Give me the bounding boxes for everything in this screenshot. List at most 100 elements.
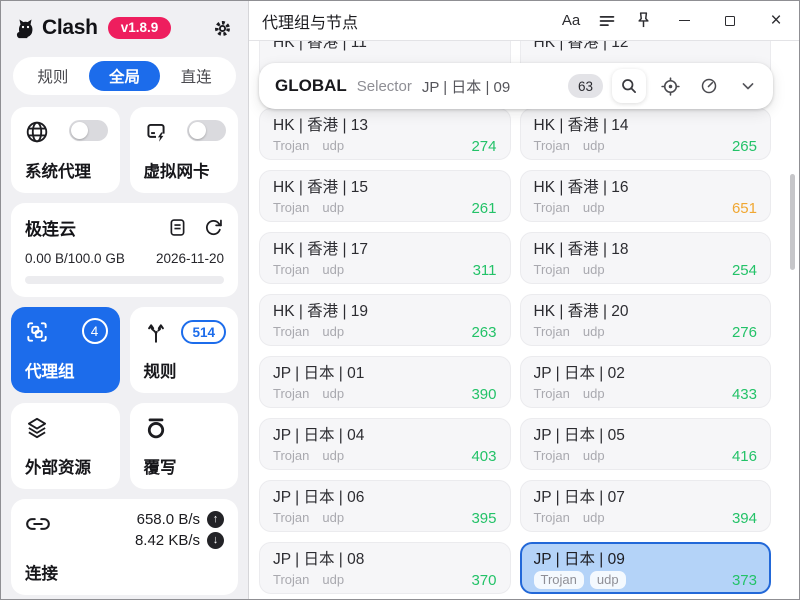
download-arrow-icon: ↓ [207, 532, 224, 549]
main-area: 代理组与节点 Aa × [249, 1, 799, 599]
proxy-node-name: JP | 日本 | 07 [533, 489, 625, 506]
proxy-node-card[interactable]: JP | 日本 | 02 Trojan udp 433 [519, 356, 771, 408]
proxy-node-card[interactable]: JP | 日本 | 09 Trojan udp 373 [519, 542, 771, 594]
mode-tab-global[interactable]: 全局 [88, 61, 161, 91]
mode-tab-direct[interactable]: 直连 [180, 69, 212, 86]
profile-details-icon[interactable] [167, 217, 188, 238]
tun-toggle[interactable] [187, 120, 226, 141]
proxy-protocol-tag: Trojan [273, 448, 310, 463]
proxy-node-name: HK | 香港 | 14 [533, 117, 629, 134]
proxy-node-card[interactable]: HK | 香港 | 16 Trojan udp 651 [519, 170, 771, 222]
settings-gear-icon[interactable] [208, 14, 236, 42]
speedtest-gauge-icon[interactable] [694, 71, 724, 101]
proxy-protocol-tag: Trojan [273, 324, 310, 339]
proxy-node-name: HK | 香港 | 17 [273, 241, 369, 258]
proxy-node-name: JP | 日本 | 01 [273, 365, 365, 382]
profile-refresh-icon[interactable] [203, 217, 224, 238]
proxy-node-card[interactable]: JP | 日本 | 06 Trojan udp 395 [259, 480, 511, 532]
proxy-udp-tag: udp [589, 571, 626, 589]
proxy-protocol-tag: Trojan [273, 262, 310, 277]
proxy-udp-tag: udp [322, 324, 345, 339]
proxy-protocol-tag: Trojan [273, 386, 310, 401]
proxy-node-card[interactable]: HK | 香港 | 13 Trojan udp 274 [259, 108, 511, 160]
sidebar-item-proxy-groups[interactable]: 4 代理组 [11, 307, 120, 393]
tun-label: 虚拟网卡 [143, 163, 210, 181]
font-size-button[interactable]: Aa [561, 12, 581, 29]
proxy-udp-tag: udp [322, 448, 345, 463]
rules-count-badge: 514 [181, 320, 226, 344]
proxy-udp-tag: udp [582, 324, 605, 339]
mode-tab-rule[interactable]: 规则 [37, 69, 69, 86]
proxy-node-name: JP | 日本 | 02 [533, 365, 625, 382]
proxy-node-card[interactable]: JP | 日本 | 01 Trojan udp 390 [259, 356, 511, 408]
layers-icon [24, 415, 108, 441]
proxy-udp-tag: udp [322, 510, 345, 525]
search-icon[interactable] [612, 69, 646, 103]
proxy-protocol-tag: Trojan [273, 572, 310, 587]
clash-cat-logo-icon [13, 16, 38, 41]
proxy-node-card[interactable]: HK | 香港 | 15 Trojan udp 261 [259, 170, 511, 222]
system-proxy-card[interactable]: 系统代理 [11, 107, 120, 193]
connections-card[interactable]: 658.0 B/s ↑ 8.42 KB/s ↓ 连接 [11, 499, 238, 595]
system-proxy-toggle[interactable] [68, 120, 108, 141]
proxy-node-card[interactable]: HK | 香港 | 20 Trojan udp 276 [519, 294, 771, 346]
proxy-protocol-tag: Trojan [533, 138, 570, 153]
node-count-badge: 63 [567, 74, 603, 98]
profile-usage: 0.00 B/100.0 GB [25, 251, 125, 266]
proxy-node-card[interactable]: JP | 日本 | 04 Trojan udp 403 [259, 418, 511, 470]
proxy-latency: 416 [731, 447, 757, 465]
sidebar-item-external-resources[interactable]: 外部资源 [11, 403, 120, 489]
proxy-node-name: HK | 香港 | 15 [273, 179, 369, 196]
proxy-latency: 651 [731, 199, 757, 217]
page-title: 代理组与节点 [262, 14, 359, 32]
proxy-node-card[interactable]: JP | 日本 | 05 Trojan udp 416 [519, 418, 771, 470]
proxy-protocol-tag: Trojan [533, 448, 570, 463]
titlebar: 代理组与节点 Aa × [249, 1, 799, 41]
proxy-udp-tag: udp [582, 138, 605, 153]
proxy-node-name: JP | 日本 | 05 [533, 427, 625, 444]
proxy-node-card[interactable]: JP | 日本 | 08 Trojan udp 370 [259, 542, 511, 594]
profile-card[interactable]: 极连云 [11, 203, 238, 297]
sidebar-item-override[interactable]: 覆写 [129, 403, 238, 489]
proxy-node-card[interactable]: JP | 日本 | 07 Trojan udp 394 [519, 480, 771, 532]
locate-current-icon[interactable] [655, 71, 685, 101]
scrollbar-thumb[interactable] [790, 174, 795, 270]
sidebar: Clash v1.8.9 规则 全局 直连 [1, 1, 249, 599]
proxy-udp-tag: udp [322, 138, 345, 153]
group-current-node: JP | 日本 | 09 [421, 78, 511, 96]
proxy-protocol-tag: Trojan [273, 510, 310, 525]
layout-list-icon[interactable] [589, 6, 625, 36]
proxy-protocol-tag: Trojan [533, 510, 570, 525]
proxy-node-card[interactable]: HK | 香港 | 14 Trojan udp 265 [519, 108, 771, 160]
minimize-button[interactable] [661, 6, 707, 36]
upload-speed: 658.0 B/s [136, 511, 200, 528]
profile-expiry: 2026-11-20 [155, 251, 224, 266]
maximize-button[interactable] [707, 6, 753, 36]
profile-name: 极连云 [25, 220, 76, 239]
proxy-node-card[interactable]: HK | 香港 | 19 Trojan udp 263 [259, 294, 511, 346]
proxy-protocol-tag: Trojan [273, 200, 310, 215]
proxy-groups-count-badge: 4 [81, 318, 108, 344]
pin-icon[interactable] [625, 6, 661, 36]
proxy-udp-tag: udp [322, 200, 345, 215]
proxy-node-name: JP | 日本 | 09 [533, 551, 625, 568]
proxy-node-card[interactable]: HK | 香港 | 17 Trojan udp 311 [259, 232, 511, 284]
proxy-protocol-tag: Trojan [533, 200, 570, 215]
version-badge: v1.8.9 [107, 17, 172, 39]
tun-card[interactable]: 虚拟网卡 [129, 107, 238, 193]
proxy-group-icon [24, 319, 108, 345]
group-selector-bar[interactable]: GLOBAL Selector JP | 日本 | 09 63 [259, 63, 773, 109]
proxy-udp-tag: udp [582, 510, 605, 525]
chevron-down-icon[interactable] [733, 71, 763, 101]
proxy-protocol-tag: Trojan [533, 571, 584, 589]
proxy-udp-tag: udp [582, 386, 605, 401]
proxy-node-card[interactable]: HK | 香港 | 18 Trojan udp 254 [519, 232, 771, 284]
proxy-latency: 254 [731, 261, 757, 279]
proxy-latency: 276 [731, 323, 757, 341]
rules-fork-icon [143, 319, 227, 345]
nav-grid-bottom: 外部资源 覆写 [11, 403, 238, 489]
toggle-cards-row: 系统代理 虚拟网卡 [11, 107, 238, 193]
sidebar-item-rules[interactable]: 514 规则 [129, 307, 238, 393]
close-button[interactable]: × [770, 10, 782, 31]
